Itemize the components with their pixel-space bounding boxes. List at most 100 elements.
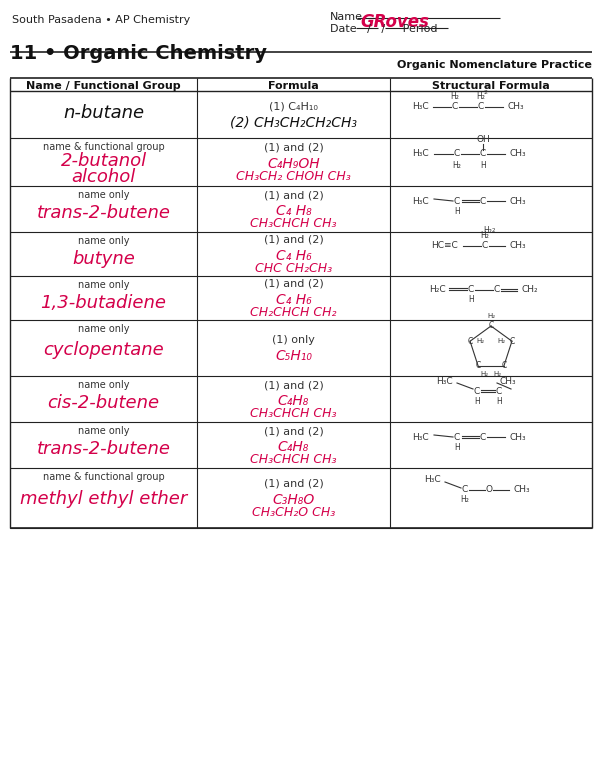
Text: name only: name only	[78, 190, 129, 200]
Text: C₄ H₆: C₄ H₆	[276, 293, 311, 307]
Text: H: H	[454, 206, 460, 216]
Text: (1) and (2): (1) and (2)	[264, 190, 323, 200]
Text: CH₂CHCH CH₂: CH₂CHCH CH₂	[250, 306, 337, 319]
Text: CH₃: CH₃	[509, 433, 526, 442]
Text: C: C	[454, 433, 460, 442]
Text: C: C	[474, 386, 480, 395]
Text: O: O	[486, 486, 492, 495]
Text: name only: name only	[78, 380, 129, 390]
Text: C: C	[509, 337, 514, 345]
Text: (2) CH₃CH₂CH₂CH₃: (2) CH₃CH₂CH₂CH₃	[230, 115, 357, 130]
Text: (1) only: (1) only	[272, 335, 315, 345]
Text: HC≡C: HC≡C	[431, 241, 458, 250]
Text: H₂: H₂	[487, 313, 495, 319]
Text: Organic Nomenclature Practice: Organic Nomenclature Practice	[397, 60, 592, 70]
Text: C: C	[489, 322, 493, 330]
Text: methyl ethyl ether: methyl ethyl ether	[20, 490, 187, 508]
Text: H₃C: H₃C	[412, 102, 429, 111]
Text: C: C	[494, 285, 500, 294]
Text: CH₃CH₂O CH₃: CH₃CH₂O CH₃	[252, 506, 335, 519]
Text: cis-2-butene: cis-2-butene	[47, 395, 159, 412]
Text: (1) and (2): (1) and (2)	[264, 235, 323, 245]
Text: trans-2-butene: trans-2-butene	[37, 204, 171, 222]
Text: trans-2-butene: trans-2-butene	[37, 440, 171, 458]
Text: (1) and (2): (1) and (2)	[264, 479, 323, 489]
Text: H: H	[480, 160, 486, 169]
Text: C: C	[462, 486, 468, 495]
Text: C₅H₁₀: C₅H₁₀	[275, 349, 312, 363]
Text: 2: 2	[491, 228, 495, 232]
Text: H₂: H₂	[480, 371, 488, 376]
Text: H₃C: H₃C	[412, 197, 429, 206]
Text: C: C	[454, 150, 460, 159]
Text: C: C	[468, 285, 474, 294]
Text: alcohol: alcohol	[72, 168, 136, 186]
Text: H₂: H₂	[484, 226, 492, 235]
Text: C₄ H₆: C₄ H₆	[276, 249, 311, 263]
Text: H₃C: H₃C	[436, 376, 453, 386]
Text: H₃C: H₃C	[412, 433, 429, 442]
Text: H₂: H₂	[494, 371, 502, 376]
Text: C: C	[478, 102, 484, 111]
Text: Date   /   /     Period: Date / / Period	[330, 24, 438, 34]
Text: H₂: H₂	[477, 92, 486, 101]
Text: cyclopentane: cyclopentane	[43, 341, 164, 359]
Text: C: C	[452, 102, 458, 111]
Text: C₄H₉OH: C₄H₉OH	[267, 157, 320, 171]
Text: 11 • Organic Chemistry: 11 • Organic Chemistry	[10, 44, 267, 63]
Text: (1) C₄H₁₀: (1) C₄H₁₀	[269, 102, 318, 112]
Text: 2-butanol: 2-butanol	[61, 152, 147, 170]
Text: 2: 2	[484, 90, 488, 95]
Text: name & functional group: name & functional group	[43, 472, 165, 482]
Text: Name / Functional Group: Name / Functional Group	[26, 81, 181, 91]
Text: H: H	[468, 295, 474, 304]
Text: H₃C: H₃C	[424, 475, 441, 484]
Text: butyne: butyne	[72, 250, 135, 268]
Text: C: C	[482, 241, 488, 250]
Text: H₂: H₂	[460, 496, 469, 505]
Text: CH₃CHCH CH₃: CH₃CHCH CH₃	[250, 217, 337, 230]
Text: H₂: H₂	[481, 231, 489, 241]
Text: Formula: Formula	[268, 81, 319, 91]
Text: H₂: H₂	[498, 339, 506, 344]
Text: H₂: H₂	[453, 160, 462, 169]
Text: CH₃: CH₃	[509, 150, 526, 159]
Text: H: H	[496, 396, 502, 405]
Text: CH₃CHCH CH₃: CH₃CHCH CH₃	[250, 407, 337, 420]
Text: name only: name only	[78, 280, 129, 290]
Text: H₃C: H₃C	[412, 150, 429, 159]
Text: OH: OH	[476, 136, 490, 144]
Text: H: H	[454, 442, 460, 452]
Text: name only: name only	[78, 236, 129, 246]
Text: 1,3-butadiene: 1,3-butadiene	[40, 294, 166, 312]
Text: (1) and (2): (1) and (2)	[264, 426, 323, 436]
Text: CH₃: CH₃	[509, 241, 526, 250]
Text: C: C	[501, 361, 507, 370]
Text: H₂: H₂	[476, 339, 484, 344]
Text: Name: Name	[330, 12, 363, 22]
Text: H₂: H₂	[451, 92, 459, 101]
Text: CH₃: CH₃	[509, 197, 526, 206]
Text: H₂C: H₂C	[429, 285, 445, 294]
Text: C₄H₈: C₄H₈	[278, 440, 309, 454]
Text: C₄H₈: C₄H₈	[278, 394, 309, 408]
Text: CH₃: CH₃	[499, 376, 516, 386]
Text: name only: name only	[78, 324, 129, 334]
Text: South Pasadena • AP Chemistry: South Pasadena • AP Chemistry	[12, 15, 191, 25]
Text: C: C	[480, 197, 486, 206]
Text: C: C	[454, 197, 460, 206]
Text: C: C	[496, 386, 502, 395]
Text: C: C	[480, 433, 486, 442]
Text: CH₃: CH₃	[507, 102, 523, 111]
Text: C: C	[480, 150, 486, 159]
Text: name & functional group: name & functional group	[43, 142, 165, 152]
Text: Structural Formula: Structural Formula	[432, 81, 550, 91]
Text: n-butane: n-butane	[63, 104, 144, 121]
Text: CH₃CHCH CH₃: CH₃CHCH CH₃	[250, 453, 337, 466]
Text: GRoves: GRoves	[360, 13, 429, 31]
Text: CH₃: CH₃	[513, 486, 529, 495]
Text: CHC CH₂CH₃: CHC CH₂CH₃	[255, 262, 332, 275]
Text: C₃H₈O: C₃H₈O	[272, 493, 315, 507]
Text: name only: name only	[78, 426, 129, 436]
Text: H: H	[474, 396, 480, 405]
